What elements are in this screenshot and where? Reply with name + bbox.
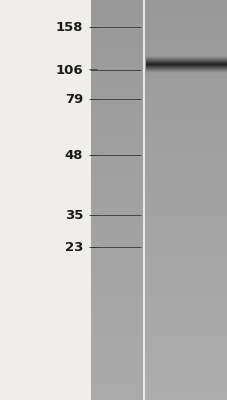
- Text: —: —: [89, 95, 97, 104]
- Text: —: —: [89, 211, 97, 220]
- Text: 158: 158: [55, 21, 83, 34]
- Text: 106: 106: [55, 64, 83, 76]
- Text: —: —: [89, 23, 97, 32]
- Text: —: —: [89, 243, 97, 252]
- Text: 48: 48: [64, 149, 83, 162]
- Text: 35: 35: [64, 209, 83, 222]
- Text: 23: 23: [64, 241, 83, 254]
- Text: —: —: [89, 66, 97, 74]
- Text: —: —: [89, 151, 97, 160]
- Bar: [0, 0, 91, 400]
- Text: 79: 79: [65, 93, 83, 106]
